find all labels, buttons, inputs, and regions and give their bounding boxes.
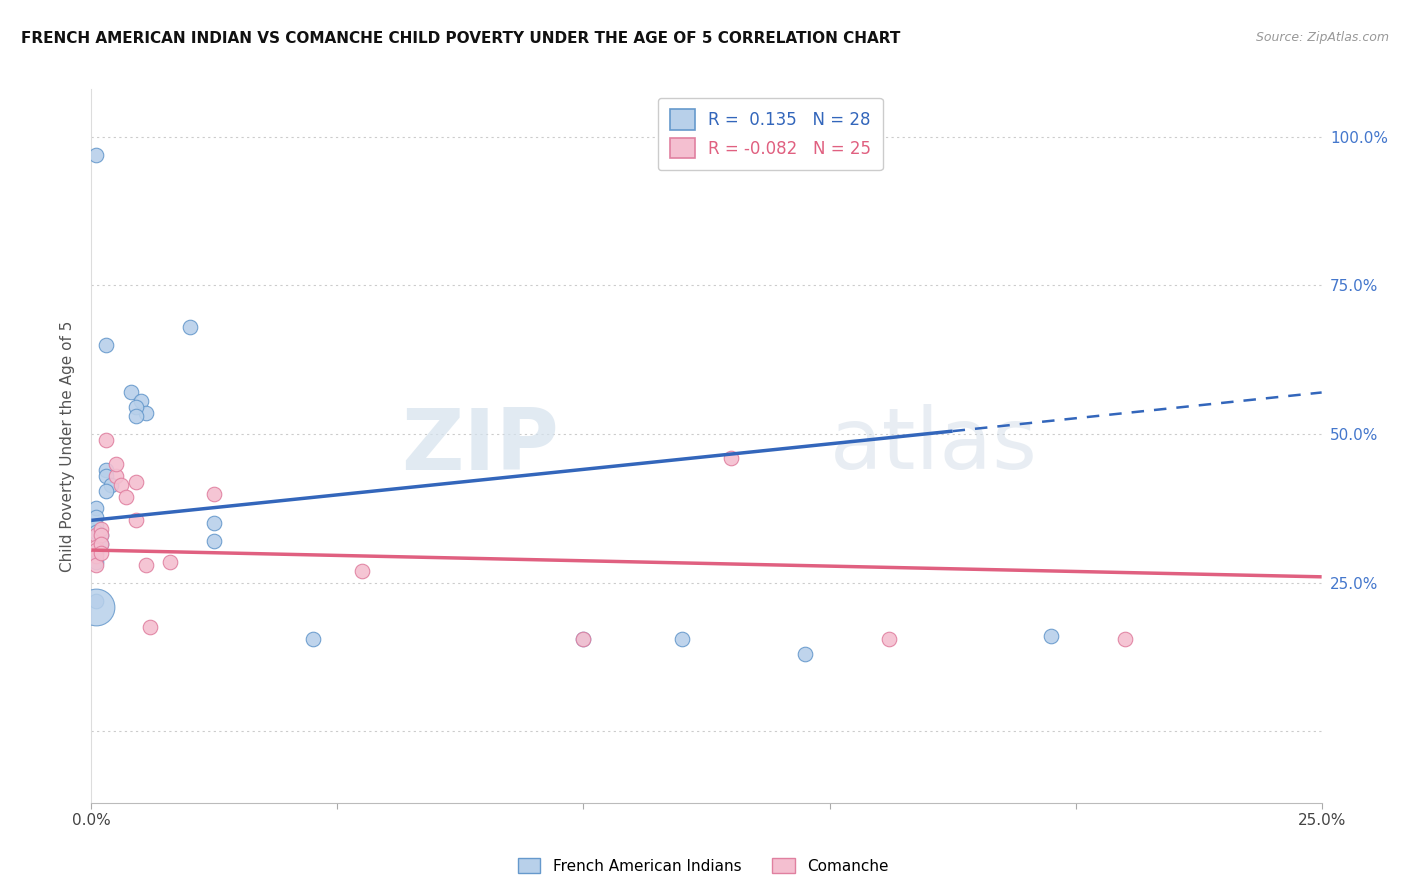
Text: FRENCH AMERICAN INDIAN VS COMANCHE CHILD POVERTY UNDER THE AGE OF 5 CORRELATION : FRENCH AMERICAN INDIAN VS COMANCHE CHILD… [21,31,900,46]
Point [86,540,108,554]
Point [96,463,117,477]
Text: Source: ZipAtlas.com: Source: ZipAtlas.com [1256,31,1389,45]
Point [96,338,117,352]
Point [120,385,142,400]
Point [105,457,127,471]
Point [572,632,595,647]
Point [135,406,156,420]
Point [86,519,108,533]
Y-axis label: Child Poverty Under the Age of 5: Child Poverty Under the Age of 5 [60,320,76,572]
Text: atlas: atlas [830,404,1038,488]
Point [86,543,108,558]
Point [86,510,108,524]
Point [90,528,112,542]
Legend: French American Indians, Comanche: French American Indians, Comanche [512,852,894,880]
Point [86,147,108,161]
Point [129,394,152,409]
Point [139,620,162,634]
Point [96,468,117,483]
Point [86,501,108,516]
Point [793,647,815,661]
Point [202,534,225,549]
Point [352,564,374,578]
Point [86,593,108,607]
Point [124,475,146,489]
Point [572,632,595,647]
Point [877,632,900,647]
Point [135,558,156,572]
Point [96,433,117,447]
Point [86,558,108,572]
Point [86,549,108,563]
Point [202,516,225,531]
Legend: R =  0.135   N = 28, R = -0.082   N = 25: R = 0.135 N = 28, R = -0.082 N = 25 [658,97,883,169]
Point [202,486,225,500]
Point [124,401,146,415]
Point [90,522,112,536]
Point [179,320,201,334]
Text: ZIP: ZIP [401,404,558,488]
Point [105,468,127,483]
Point [159,555,181,569]
Point [90,546,112,560]
Point [96,483,117,498]
Point [86,555,108,569]
Point [86,546,108,560]
Point [1039,629,1063,643]
Point [720,450,742,465]
Point [90,528,112,542]
Point [90,537,112,551]
Point [301,632,323,647]
Point [671,632,693,647]
Point [86,528,108,542]
Point [86,599,108,614]
Point [1114,632,1136,647]
Point [124,409,146,424]
Point [86,525,108,540]
Point [124,513,146,527]
Point [114,490,138,504]
Point [110,477,132,491]
Point [100,477,122,491]
Point [90,537,112,551]
